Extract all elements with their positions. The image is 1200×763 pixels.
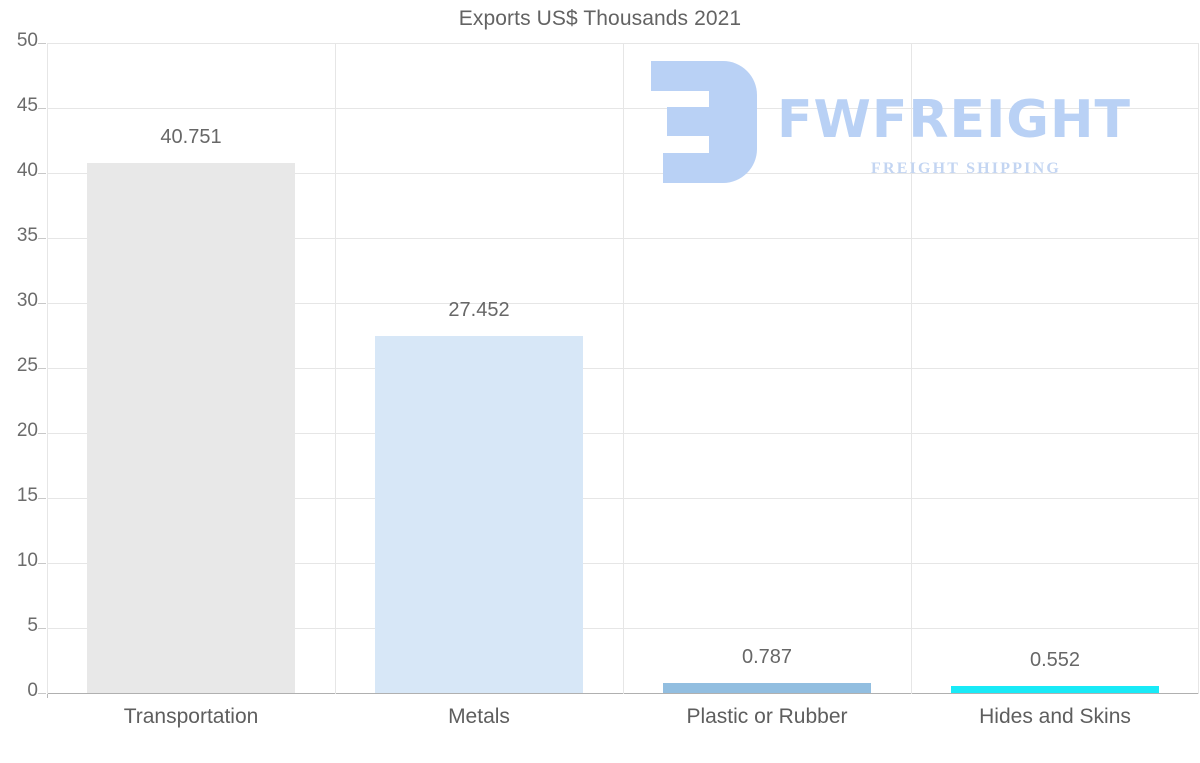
y-axis-tick-mark: [38, 173, 46, 174]
x-axis-category-label: Metals: [448, 705, 510, 728]
bar-value-label: 40.751: [160, 126, 222, 149]
y-axis-tick-mark: [38, 43, 46, 44]
y-axis-tick-label: 25: [16, 355, 38, 376]
gridline-x-2: [623, 43, 624, 694]
gridline-x-1: [335, 43, 336, 694]
y-axis-tick-label: 5: [27, 615, 38, 636]
y-axis-tick-mark: [38, 693, 46, 694]
y-axis-tick-mark: [38, 563, 46, 564]
bar-value-label: 27.452: [448, 299, 510, 322]
y-axis-tick-mark: [38, 303, 46, 304]
y-axis-tick-label: 10: [16, 550, 38, 571]
bar[interactable]: [375, 336, 583, 693]
bar[interactable]: [951, 685, 1159, 693]
y-axis-tick-mark: [38, 433, 46, 434]
bar[interactable]: [87, 163, 295, 693]
y-axis-tick-mark: [38, 498, 46, 499]
y-axis-tick-mark: [38, 108, 46, 109]
gridline-x-0: [47, 43, 48, 694]
y-axis-tick-label: 0: [27, 680, 38, 701]
y-axis-tick-label: 40: [16, 160, 38, 181]
plot-area: [47, 43, 1199, 694]
y-axis-tick-label: 35: [16, 225, 38, 246]
y-axis-tick-label: 15: [16, 485, 38, 506]
x-axis-category-label: Hides and Skins: [979, 705, 1131, 728]
gridline-x-4: [1198, 43, 1199, 694]
y-axis-tick-mark: [38, 238, 46, 239]
y-axis-tick-label: 20: [16, 420, 38, 441]
y-axis-tick-label: 30: [16, 290, 38, 311]
bar-value-label: 0.787: [741, 645, 793, 668]
y-axis-tick-mark: [38, 368, 46, 369]
gridline-x-3: [911, 43, 912, 694]
bar-value-label: 0.552: [1029, 648, 1081, 671]
y-axis-tick-label: 50: [16, 30, 38, 51]
chart-title: Exports US$ Thousands 2021: [458, 7, 742, 30]
x-axis-category-label: Transportation: [123, 705, 259, 728]
y-axis-tick-label: 45: [16, 95, 38, 116]
bar[interactable]: [663, 682, 871, 693]
y-axis-tick-mark: [38, 628, 46, 629]
x-axis-category-label: Plastic or Rubber: [686, 705, 848, 728]
